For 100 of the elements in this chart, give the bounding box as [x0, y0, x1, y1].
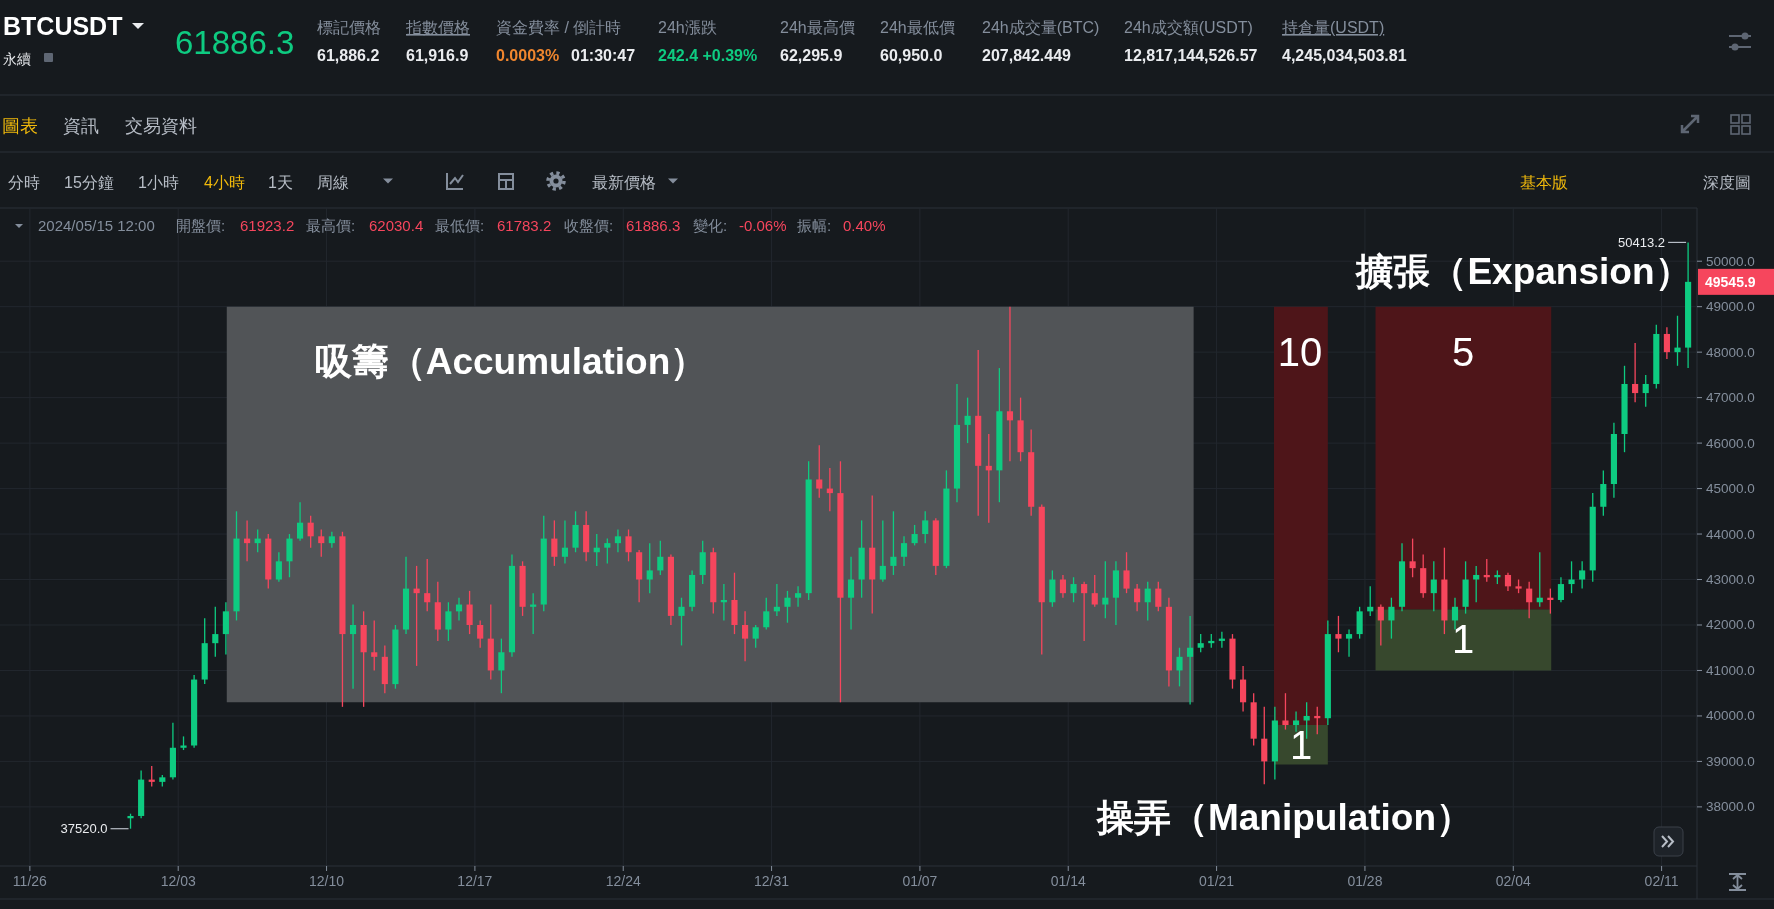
- candlestick: [318, 528, 325, 558]
- text: 01:30:47: [571, 47, 636, 64]
- candlestick: [1155, 581, 1162, 612]
- candlestick: [1388, 597, 1395, 640]
- text: 12,817,144,526.57: [1124, 47, 1258, 64]
- candlestick: [307, 515, 314, 549]
- y-tick-label: 47000.0: [1706, 390, 1755, 406]
- annotation: 操弄（Manipulation）: [1095, 797, 1474, 838]
- candlestick: [1557, 576, 1565, 603]
- candlestick: [657, 540, 664, 576]
- annotation: 61783.2: [497, 217, 552, 234]
- text: 永續: [3, 51, 31, 67]
- text: 24h漲跌: [658, 19, 717, 36]
- candlestick: [816, 444, 823, 499]
- candlestick: [212, 606, 219, 658]
- candlestick: [614, 528, 622, 553]
- candlestick: [1377, 603, 1384, 647]
- candlestick: [1663, 326, 1670, 360]
- y-tick-label: 41000.0: [1706, 662, 1755, 678]
- x-tick-label: 12/10: [309, 873, 345, 889]
- candlestick: [784, 590, 791, 624]
- x-tick-label: 12/03: [160, 873, 196, 889]
- candlestick: [1261, 706, 1268, 785]
- annotation: 振幅:: [797, 217, 832, 234]
- text: 4小時: [204, 174, 245, 191]
- candlestick: [752, 624, 759, 649]
- text: 分時: [8, 174, 40, 191]
- candlestick: [1240, 665, 1247, 713]
- y-tick-label: 45000.0: [1706, 481, 1755, 497]
- x-tick-label: 01/14: [1050, 873, 1086, 889]
- annotation: 1: [1289, 723, 1313, 767]
- candlestick: [222, 601, 229, 656]
- text: 61,916.9: [406, 47, 469, 64]
- candlestick: [445, 601, 452, 642]
- candlestick: [1356, 606, 1363, 640]
- candlestick: [763, 597, 770, 631]
- candlestick: [879, 519, 886, 583]
- candlestick: [922, 510, 929, 544]
- x-tick-label: 01/28: [1347, 873, 1383, 889]
- text: 1小時: [138, 174, 179, 191]
- candlestick: [477, 619, 484, 649]
- text: 圖表: [2, 116, 38, 136]
- y-tick-label: 49000.0: [1706, 299, 1755, 315]
- annotation: 50413.2: [1618, 234, 1666, 250]
- annotation: 5: [1451, 330, 1475, 374]
- candlestick: [1632, 342, 1639, 403]
- y-tick-label: 42000.0: [1706, 617, 1755, 633]
- text: 0.0003%: [496, 47, 560, 64]
- annotation: 開盤價:: [176, 217, 226, 234]
- candlestick: [604, 537, 611, 565]
- text: 24h最低價: [880, 19, 955, 36]
- y-tick-label: 44000.0: [1706, 526, 1755, 542]
- candlestick: [1049, 569, 1056, 608]
- text: 基本版: [1520, 174, 1568, 191]
- text: 24h成交量(BTC): [982, 19, 1100, 36]
- annotation: 變化:: [693, 217, 728, 234]
- annotation: 2024/05/15 12:00: [38, 217, 155, 234]
- annotation: 收盤價:: [564, 217, 614, 234]
- text: 207,842.449: [982, 47, 1072, 64]
- candlestick: [1187, 615, 1194, 706]
- annotation: 0.40%: [843, 217, 886, 234]
- candlestick: [900, 535, 908, 567]
- candlestick: [1091, 574, 1098, 608]
- x-tick-label: 12/17: [457, 873, 493, 889]
- candlestick: [1176, 647, 1183, 688]
- x-tick-label: 01/07: [902, 873, 938, 889]
- candlestick: [964, 396, 971, 444]
- candlestick: [1282, 692, 1289, 731]
- text: 持倉量(USDT): [1282, 19, 1385, 36]
- x-tick-label: 02/11: [1644, 873, 1679, 889]
- candlestick: [646, 542, 653, 594]
- candlestick: [1600, 469, 1607, 517]
- chart-title: BTCUSDT: [3, 12, 123, 40]
- candlestick: [1006, 306, 1014, 462]
- candlestick: [742, 610, 749, 663]
- text: 61,886.2: [317, 47, 380, 64]
- y-tick-label: 46000.0: [1706, 435, 1755, 451]
- candlestick: [1134, 583, 1141, 612]
- candlestick: [572, 510, 579, 553]
- candlestick: [1642, 374, 1649, 408]
- candlestick: [625, 528, 632, 562]
- text: 4,245,034,503.81: [1282, 47, 1407, 64]
- text: 24h成交額(USDT): [1124, 19, 1253, 36]
- text: 242.4 +0.39%: [658, 47, 758, 64]
- candlestick: [1504, 572, 1512, 592]
- annotation: 擴張（Expansion）: [1355, 251, 1692, 292]
- candlestick: [1144, 581, 1151, 622]
- text: 標記價格: [317, 19, 381, 36]
- y-tick-label: 43000.0: [1706, 572, 1755, 588]
- x-tick-label: 11/26: [12, 873, 48, 889]
- candlestick: [1123, 551, 1130, 594]
- candlestick: [1292, 710, 1300, 733]
- annotation: 1: [1451, 617, 1475, 661]
- text: 60,950.0: [880, 47, 943, 64]
- text: 交易資料: [125, 116, 197, 136]
- candlestick: [1335, 615, 1342, 653]
- candlestick: [1059, 574, 1067, 599]
- candlestick: [699, 540, 706, 585]
- candlestick: [1430, 560, 1437, 612]
- text: 24h最高價: [780, 19, 855, 36]
